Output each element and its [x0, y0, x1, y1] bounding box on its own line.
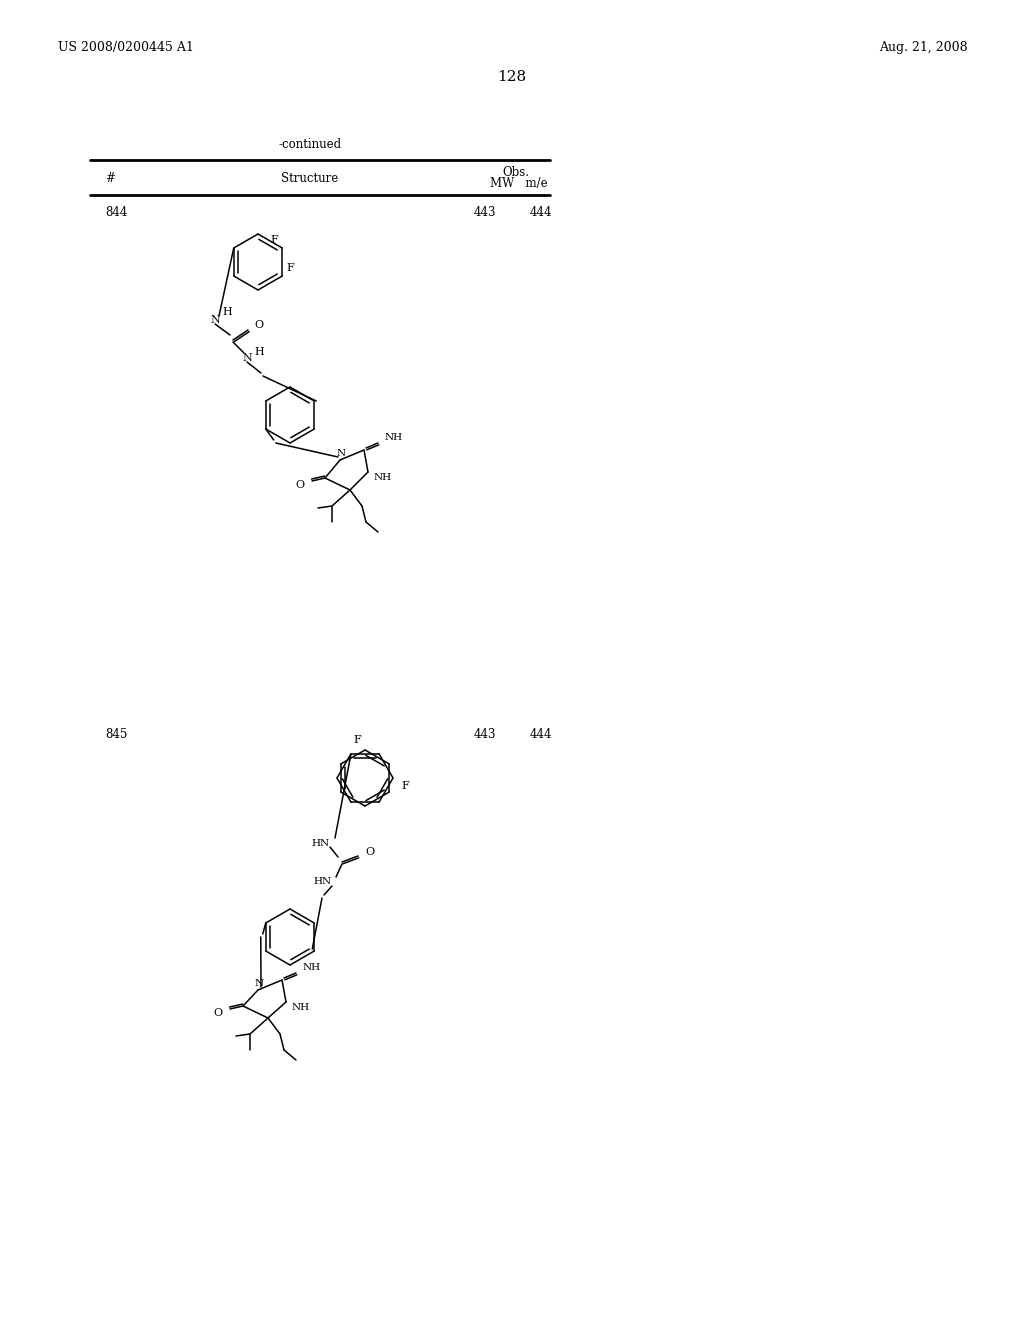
Text: N: N: [210, 315, 220, 325]
Text: F: F: [401, 781, 409, 791]
Text: O: O: [213, 1008, 222, 1018]
Text: N: N: [254, 979, 263, 989]
Text: -continued: -continued: [279, 139, 342, 152]
Text: H: H: [254, 347, 264, 356]
Text: NH: NH: [374, 473, 392, 482]
Text: 844: 844: [105, 206, 127, 219]
Text: 443: 443: [473, 206, 496, 219]
Text: Aug. 21, 2008: Aug. 21, 2008: [880, 41, 968, 54]
Text: MW   m/e: MW m/e: [490, 177, 548, 190]
Text: #: #: [105, 172, 115, 185]
Text: NH: NH: [292, 1002, 310, 1011]
Text: F: F: [287, 263, 294, 273]
Text: O: O: [254, 319, 263, 330]
Text: 443: 443: [473, 729, 496, 742]
Text: Obs.: Obs.: [502, 165, 529, 178]
Text: F: F: [270, 235, 279, 246]
Text: Structure: Structure: [282, 172, 339, 185]
Text: US 2008/0200445 A1: US 2008/0200445 A1: [58, 41, 194, 54]
Text: N: N: [242, 352, 252, 363]
Text: F: F: [353, 735, 360, 744]
Text: 845: 845: [105, 729, 127, 742]
Text: 444: 444: [530, 729, 553, 742]
Text: HN: HN: [312, 838, 330, 847]
Text: 128: 128: [498, 70, 526, 84]
Text: N: N: [337, 450, 345, 458]
Text: NH: NH: [385, 433, 403, 442]
Text: O: O: [365, 847, 374, 857]
Text: O: O: [295, 480, 304, 490]
Text: H: H: [222, 308, 231, 317]
Text: HN: HN: [314, 878, 332, 887]
Text: 444: 444: [530, 206, 553, 219]
Text: NH: NH: [303, 964, 322, 973]
